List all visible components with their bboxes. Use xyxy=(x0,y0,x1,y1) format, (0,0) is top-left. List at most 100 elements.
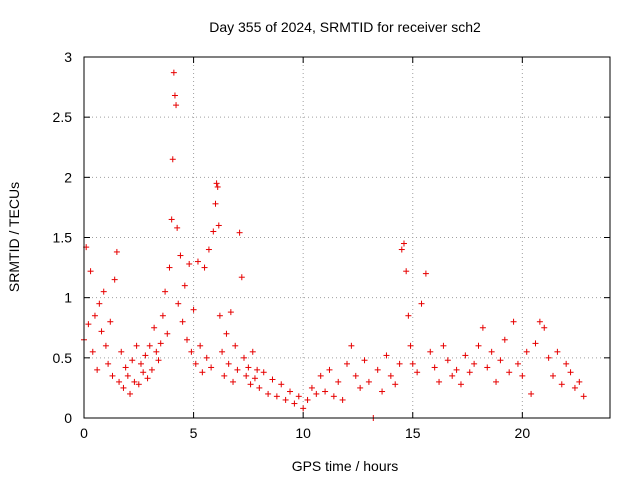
data-point xyxy=(137,360,144,367)
data-point xyxy=(111,276,118,283)
data-point xyxy=(449,372,456,379)
data-point xyxy=(295,393,302,400)
data-point xyxy=(162,288,169,295)
data-point xyxy=(466,369,473,376)
data-point xyxy=(536,318,543,325)
y-tick-label: 0.5 xyxy=(53,350,73,366)
data-point xyxy=(214,183,221,190)
data-point xyxy=(580,393,587,400)
data-point xyxy=(179,318,186,325)
x-axis-label: GPS time / hours xyxy=(292,458,399,474)
y-axis-label: SRMTID / TECUs xyxy=(6,182,22,292)
data-point xyxy=(243,372,250,379)
data-point xyxy=(85,321,92,328)
data-point xyxy=(484,364,491,371)
data-point xyxy=(186,260,193,267)
data-point xyxy=(383,352,390,359)
data-point xyxy=(140,369,147,376)
data-point xyxy=(249,348,256,355)
data-point xyxy=(436,378,443,385)
data-point xyxy=(109,372,116,379)
data-point xyxy=(181,282,188,289)
data-point xyxy=(462,352,469,359)
data-point xyxy=(545,354,552,361)
data-point xyxy=(122,364,129,371)
data-point xyxy=(223,330,230,337)
y-tick-label: 0 xyxy=(64,410,72,426)
data-point xyxy=(247,381,254,388)
data-point xyxy=(532,340,539,347)
data-point xyxy=(159,312,166,319)
data-point xyxy=(567,369,574,376)
data-point xyxy=(188,348,195,355)
data-point xyxy=(357,384,364,391)
data-point xyxy=(153,348,160,355)
data-point xyxy=(171,92,178,99)
data-point xyxy=(479,324,486,331)
data-point xyxy=(208,364,215,371)
data-point xyxy=(260,369,267,376)
y-tick-label: 3 xyxy=(64,49,72,65)
data-point xyxy=(236,229,243,236)
data-point xyxy=(174,224,181,231)
data-point xyxy=(221,372,228,379)
data-point xyxy=(212,200,219,207)
y-tick-label: 2 xyxy=(64,169,72,185)
data-point xyxy=(379,388,386,395)
data-point xyxy=(335,378,342,385)
data-point xyxy=(170,69,177,76)
data-point xyxy=(392,381,399,388)
data-point xyxy=(203,354,210,361)
data-point xyxy=(219,348,226,355)
data-point xyxy=(227,309,234,316)
data-point xyxy=(100,288,107,295)
data-point xyxy=(322,388,329,395)
data-point xyxy=(87,268,94,275)
y-tick-label: 2.5 xyxy=(53,109,73,125)
data-point xyxy=(91,312,98,319)
data-point xyxy=(571,384,578,391)
data-point xyxy=(344,360,350,367)
data-point xyxy=(133,342,140,349)
data-point xyxy=(514,360,521,367)
data-point xyxy=(519,372,526,379)
data-point xyxy=(213,180,220,187)
data-point xyxy=(232,342,239,349)
data-point xyxy=(124,372,131,379)
data-point xyxy=(98,328,105,335)
data-point xyxy=(523,348,530,355)
data-point xyxy=(94,366,101,373)
data-point xyxy=(418,300,425,307)
data-point xyxy=(245,364,252,371)
data-point xyxy=(444,357,451,364)
data-point xyxy=(291,400,298,407)
data-point xyxy=(352,372,359,379)
data-point xyxy=(177,252,184,259)
x-tick-label: 15 xyxy=(405,425,421,441)
data-point xyxy=(576,378,583,385)
data-point xyxy=(166,264,173,271)
data-point xyxy=(471,360,478,367)
data-point xyxy=(201,264,208,271)
data-point xyxy=(135,381,142,388)
data-point xyxy=(168,216,175,223)
data-point xyxy=(330,393,337,400)
data-point xyxy=(304,396,311,403)
data-point xyxy=(506,369,513,376)
data-point xyxy=(251,375,258,382)
data-point xyxy=(89,348,96,355)
plot-frame xyxy=(83,56,611,419)
data-point xyxy=(282,396,289,403)
data-point xyxy=(256,384,263,391)
data-point xyxy=(118,348,125,355)
data-point xyxy=(194,258,201,265)
data-point xyxy=(501,336,508,343)
data-point xyxy=(107,318,114,325)
data-point xyxy=(265,390,272,397)
data-point xyxy=(510,318,517,325)
grid xyxy=(84,56,610,418)
data-point xyxy=(127,390,134,397)
data-point xyxy=(348,342,355,349)
data-point xyxy=(407,342,414,349)
